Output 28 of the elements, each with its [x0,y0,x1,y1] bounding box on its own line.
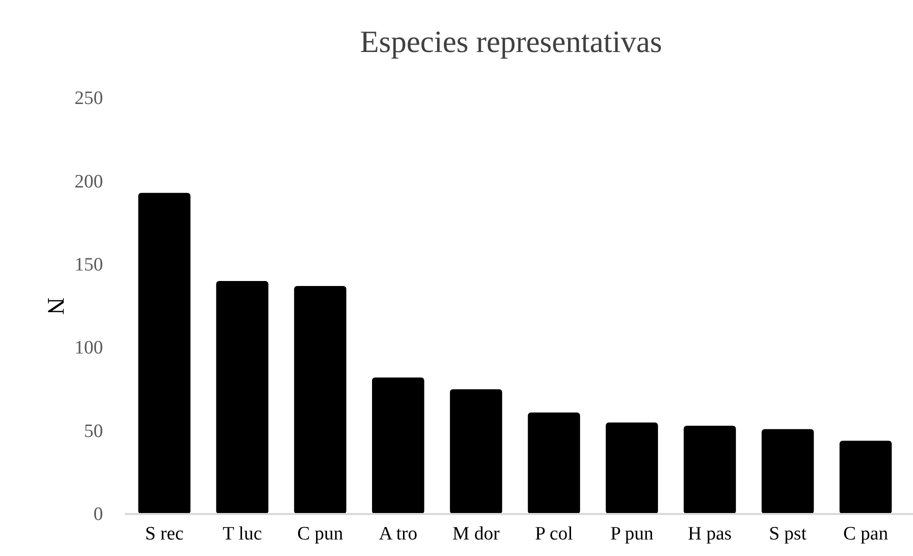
x-tick-label: P col [535,523,573,544]
bar [372,378,424,514]
bar [450,389,502,514]
x-tick-label: H pas [688,523,732,544]
bar [762,429,814,514]
y-tick-label: 200 [74,171,103,192]
bar [138,192,190,514]
bar [216,281,268,514]
y-tick-label: 150 [74,254,103,276]
chart-title: Especies representativas [360,24,662,59]
y-tick-label: 250 [74,88,103,110]
bar [528,412,580,514]
bar [294,286,346,514]
x-tick-label: C pan [843,523,889,544]
x-tick-label: S rec [145,523,184,544]
x-tick-label: P pun [610,523,654,544]
x-tick-label: T luc [222,523,262,544]
y-tick-label: 0 [94,504,103,526]
bar [684,426,736,514]
x-tick-label: A tro [378,523,418,544]
y-axis-title: N [42,297,68,315]
bar [840,440,892,514]
y-tick-label: 50 [84,420,103,442]
bar [606,422,658,514]
x-tick-label: M dor [452,523,500,544]
x-tick-label: S pst [768,523,808,544]
x-tick-label: C pun [297,523,344,544]
y-tick-label: 100 [74,338,103,359]
